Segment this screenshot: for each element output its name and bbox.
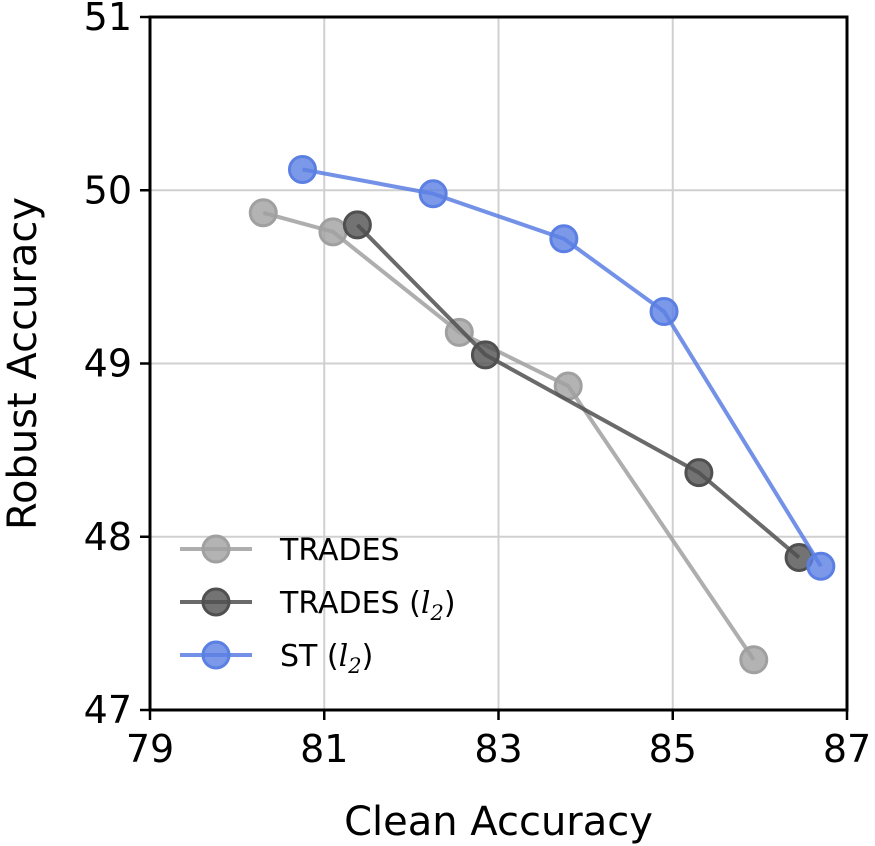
- y-axis-label: Robust Accuracy: [0, 197, 46, 530]
- x-tick-label: 81: [300, 727, 348, 771]
- y-tick-label: 48: [84, 515, 132, 559]
- series-trades-l2-: [342, 210, 814, 573]
- legend-item: TRADES (l2): [180, 586, 456, 625]
- data-point: [444, 317, 474, 347]
- legend-item: TRADES: [180, 533, 400, 568]
- legend: TRADES TRADES (l2) ST (l2): [180, 533, 456, 678]
- legend-item: ST (l2): [180, 639, 373, 678]
- x-tick-label: 87: [823, 727, 871, 771]
- x-tick-label: 79: [126, 727, 174, 771]
- y-tick-label: 47: [84, 688, 132, 732]
- data-point: [342, 210, 372, 240]
- y-tick-label: 50: [84, 168, 132, 212]
- x-tick-label: 85: [649, 727, 697, 771]
- legend-marker: [201, 587, 231, 617]
- x-tick-label: 83: [474, 727, 522, 771]
- x-axis-label: Clean Accuracy: [344, 799, 653, 845]
- y-tick-label: 51: [84, 0, 132, 39]
- data-point: [549, 224, 579, 254]
- series-st-l2-: [287, 154, 836, 581]
- ticks: 79 81 83 85 87 47 48 49 50 51: [84, 0, 872, 771]
- legend-label: ST (l2): [280, 639, 373, 678]
- data-point: [418, 179, 448, 209]
- data-point: [248, 198, 278, 228]
- data-point: [649, 297, 679, 327]
- data-point: [684, 458, 714, 488]
- legend-marker: [201, 534, 231, 564]
- data-point: [287, 154, 317, 184]
- data-point: [318, 217, 348, 247]
- legend-label: TRADES: [279, 533, 400, 568]
- legend-marker: [201, 640, 231, 670]
- data-point: [806, 551, 836, 581]
- y-tick-label: 49: [84, 342, 132, 386]
- series-layer: [248, 154, 836, 675]
- legend-label: TRADES (l2): [279, 586, 456, 625]
- data-point: [739, 645, 769, 675]
- data-point: [470, 340, 500, 370]
- series-line: [355, 223, 801, 560]
